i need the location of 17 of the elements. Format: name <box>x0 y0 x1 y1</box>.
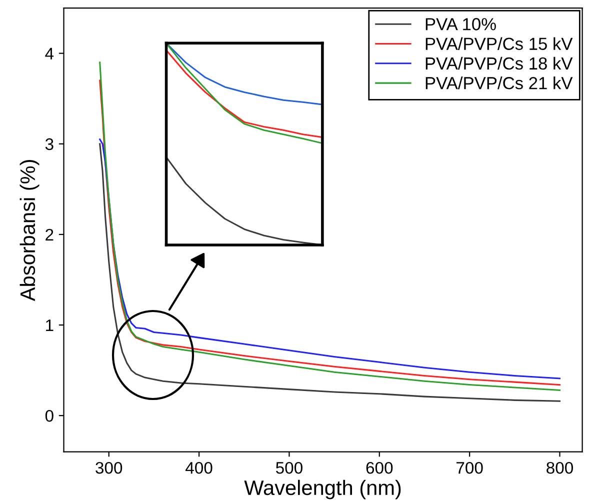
legend-label: PVA/PVP/Cs 21 kV <box>426 76 573 90</box>
y-tick-label: 3 <box>45 138 54 150</box>
x-tick-label: 700 <box>456 462 483 474</box>
y-tick-label: 1 <box>46 320 54 332</box>
y-tick-label: 4 <box>45 48 54 60</box>
x-tick-label: 800 <box>546 462 573 474</box>
legend-label: PVA 10% <box>426 18 496 30</box>
x-tick-label: 500 <box>276 462 302 474</box>
x-tick-label: 300 <box>96 462 122 474</box>
y-tick-label: 2 <box>46 228 54 240</box>
legend-label: PVA/PVP/Cs 15 kV <box>426 37 573 50</box>
x-tick-label: 600 <box>366 462 393 474</box>
legend-label: PVA/PVP/Cs 18 kV <box>426 56 573 70</box>
y-tick-label: 0 <box>45 410 54 422</box>
x-axis-title: Wavelength (nm) <box>244 480 401 500</box>
y-axis-title: Absorbansi (%) <box>20 160 40 302</box>
x-tick-label: 400 <box>186 462 212 474</box>
